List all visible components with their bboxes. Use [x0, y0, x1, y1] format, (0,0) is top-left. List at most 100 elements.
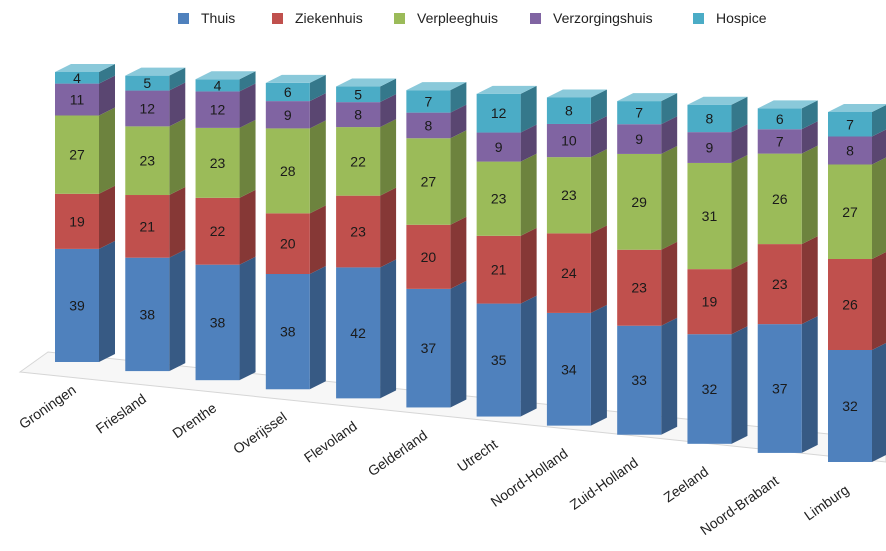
- data-label-limburg-hospice: 7: [846, 116, 854, 132]
- bar-side-groningen-verpleeghuis: [99, 107, 115, 194]
- data-label-overijssel-ziekenhuis: 20: [280, 236, 296, 252]
- bar-side-noord-holland-verzorgingshuis: [590, 115, 607, 158]
- column-noord-brabant: 37 23 26 7 6: [757, 100, 818, 453]
- legend-swatch-ziekenhuis: [272, 12, 283, 24]
- legend-label-hospice: Hospice: [716, 10, 767, 26]
- bar-side-gelderland-verzorgingshuis: [450, 104, 467, 139]
- bar-overijssel-ziekenhuis: [265, 213, 310, 275]
- bar-side-gelderland-thuis: [450, 280, 467, 408]
- data-label-flevoland-verpleeghuis: 22: [350, 153, 366, 169]
- bar-side-zuid-holland-hospice: [661, 93, 678, 125]
- bar-flevoland-thuis: [336, 267, 381, 399]
- bar-side-noord-brabant-hospice: [801, 100, 818, 130]
- bar-limburg-verpleeghuis: [828, 164, 872, 259]
- bar-zuid-holland-hospice: [617, 101, 662, 125]
- data-label-noord-brabant-hospice: 6: [776, 111, 784, 127]
- bar-overijssel-verpleeghuis: [265, 128, 310, 214]
- bar-zeeland-hospice: [687, 104, 732, 133]
- data-label-gelderland-verzorgingshuis: 8: [424, 117, 432, 133]
- data-label-drenthe-thuis: 38: [210, 314, 226, 330]
- category-label-zeeland: Zeeland: [661, 463, 712, 505]
- data-label-groningen-thuis: 39: [69, 297, 85, 313]
- bar-flevoland-verpleeghuis: [336, 127, 381, 196]
- bar-side-drenthe-hospice: [239, 71, 256, 92]
- data-label-utrecht-verzorgingshuis: 9: [495, 139, 503, 155]
- legend-label-ziekenhuis: Ziekenhuis: [295, 10, 363, 26]
- bar-top-zeeland: [687, 96, 748, 105]
- bar-drenthe-verpleeghuis: [195, 127, 240, 198]
- data-label-overijssel-verpleeghuis: 28: [280, 163, 296, 179]
- data-label-utrecht-hospice: 12: [491, 105, 507, 121]
- category-label-flevoland: Flevoland: [301, 418, 360, 466]
- bar-side-flevoland-hospice: [380, 78, 397, 103]
- bar-top-gelderland: [406, 82, 467, 91]
- column-noord-holland: 34 24 23 10 8: [546, 89, 607, 426]
- legend-label-thuis: Thuis: [201, 10, 236, 26]
- data-label-limburg-verpleeghuis: 27: [842, 204, 858, 220]
- bar-zeeland-verpleeghuis: [687, 162, 732, 270]
- legend-swatch-hospice: [693, 12, 704, 24]
- data-label-zeeland-verzorgingshuis: 9: [706, 140, 714, 156]
- category-label-noord-holland: Noord-Holland: [487, 445, 570, 510]
- data-label-friesland-ziekenhuis: 21: [139, 218, 155, 234]
- bar-side-noord-brabant-thuis: [801, 316, 818, 453]
- bar-side-noord-holland-thuis: [590, 304, 607, 426]
- bar-zeeland-ziekenhuis: [687, 269, 732, 335]
- chart-legend: Thuis Ziekenhuis Verpleeghuis Verzorging…: [0, 9, 886, 29]
- bar-side-zuid-holland-verzorgingshuis: [661, 116, 678, 154]
- bar-groningen-verpleeghuis: [55, 115, 99, 194]
- legend-item-ziekenhuis: Ziekenhuis: [272, 9, 363, 27]
- bar-side-zuid-holland-thuis: [661, 317, 678, 435]
- bar-side-noord-brabant-ziekenhuis: [801, 236, 818, 325]
- bar-friesland-ziekenhuis: [125, 195, 170, 258]
- bar-side-friesland-verzorgingshuis: [169, 82, 186, 127]
- legend-swatch-verpleeghuis: [394, 12, 405, 24]
- bar-friesland-verzorgingshuis: [125, 90, 170, 127]
- bar-side-noord-holland-ziekenhuis: [590, 225, 607, 313]
- category-label-friesland: Friesland: [93, 390, 149, 436]
- bar-drenthe-hospice: [195, 79, 240, 92]
- data-label-groningen-verpleeghuis: 27: [69, 147, 85, 163]
- data-label-noord-holland-hospice: 8: [565, 103, 573, 119]
- legend-item-verzorgingshuis: Verzorgingshuis: [530, 9, 653, 27]
- data-label-zuid-holland-verpleeghuis: 29: [631, 194, 647, 210]
- data-label-limburg-thuis: 32: [842, 398, 858, 414]
- bar-side-utrecht-thuis: [520, 295, 537, 417]
- bar-side-limburg-verzorgingshuis: [872, 129, 886, 165]
- bar-side-noord-brabant-verzorgingshuis: [801, 121, 818, 154]
- data-label-noord-brabant-verpleeghuis: 26: [772, 191, 788, 207]
- data-label-overijssel-hospice: 6: [284, 84, 292, 100]
- bar-side-friesland-verpleeghuis: [169, 118, 186, 196]
- bar-zuid-holland-verpleeghuis: [617, 153, 662, 250]
- column-groningen: 39 19 27 11 4: [55, 64, 115, 362]
- bar-side-noord-holland-verpleeghuis: [590, 149, 607, 234]
- data-label-overijssel-thuis: 38: [280, 324, 296, 340]
- bar-friesland-thuis: [125, 257, 170, 372]
- bar-side-gelderland-verpleeghuis: [450, 130, 467, 225]
- bar-limburg-thuis: [828, 350, 872, 462]
- bar-side-overijssel-hospice: [309, 74, 326, 102]
- bar-side-utrecht-verzorgingshuis: [520, 124, 537, 162]
- category-label-overijssel: Overijssel: [230, 409, 290, 457]
- bar-top-noord-brabant: [757, 100, 818, 109]
- category-label-limburg: Limburg: [801, 481, 852, 523]
- data-label-flevoland-ziekenhuis: 23: [350, 224, 366, 240]
- bar-gelderland-thuis: [406, 288, 451, 408]
- bar-limburg-hospice: [828, 112, 872, 137]
- bar-limburg-verzorgingshuis: [828, 136, 872, 165]
- category-label-drenthe: Drenthe: [169, 399, 219, 441]
- bar-side-limburg-verpleeghuis: [872, 157, 886, 259]
- bar-side-groningen-ziekenhuis: [99, 185, 115, 249]
- column-drenthe: 38 22 23 12 4: [195, 71, 256, 381]
- data-label-flevoland-verzorgingshuis: 8: [354, 107, 362, 123]
- bar-noord-holland-thuis: [546, 312, 591, 426]
- bar-side-zuid-holland-verpleeghuis: [661, 145, 678, 250]
- data-label-zeeland-hospice: 8: [706, 110, 714, 126]
- data-label-groningen-verzorgingshuis: 11: [70, 92, 85, 108]
- bar-overijssel-verzorgingshuis: [265, 101, 310, 129]
- bar-side-groningen-hospice: [99, 64, 115, 84]
- bar-drenthe-thuis: [195, 264, 240, 381]
- bar-side-flevoland-ziekenhuis: [380, 187, 397, 268]
- bar-side-groningen-verzorgingshuis: [99, 75, 115, 116]
- bar-top-utrecht: [476, 85, 537, 94]
